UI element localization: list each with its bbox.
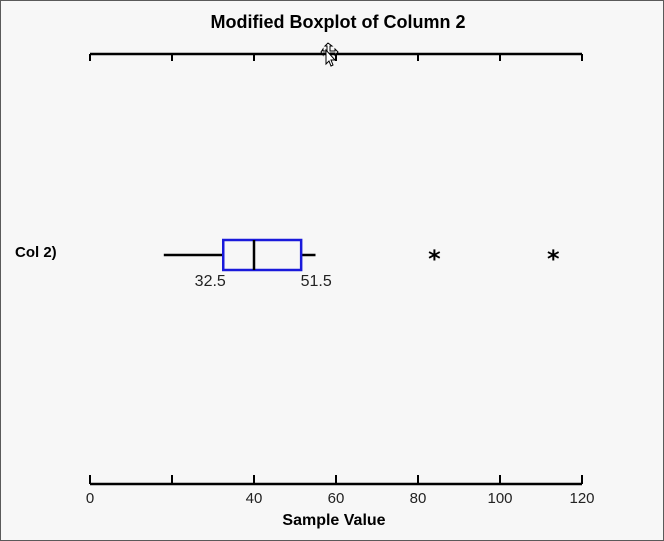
- outlier-point: *: [547, 245, 560, 273]
- x-axis-label: Sample Value: [282, 512, 386, 529]
- q1-label: 32.5: [195, 273, 226, 290]
- x-tick-label: 40: [246, 490, 263, 507]
- chart-title: Modified Boxplot of Column 2: [210, 12, 466, 32]
- x-tick-label: 120: [569, 490, 594, 507]
- x-tick-label: 0: [86, 490, 94, 507]
- category-label: Col 2): [15, 244, 57, 261]
- x-tick-label: 60: [328, 490, 345, 507]
- iqr-box: [222, 238, 303, 272]
- x-tick-label: 80: [410, 490, 427, 507]
- move-cursor-icon: [320, 42, 339, 67]
- x-tick-label: 100: [487, 490, 512, 507]
- q3-label: 51.5: [301, 273, 332, 290]
- outlier-point: *: [428, 245, 441, 273]
